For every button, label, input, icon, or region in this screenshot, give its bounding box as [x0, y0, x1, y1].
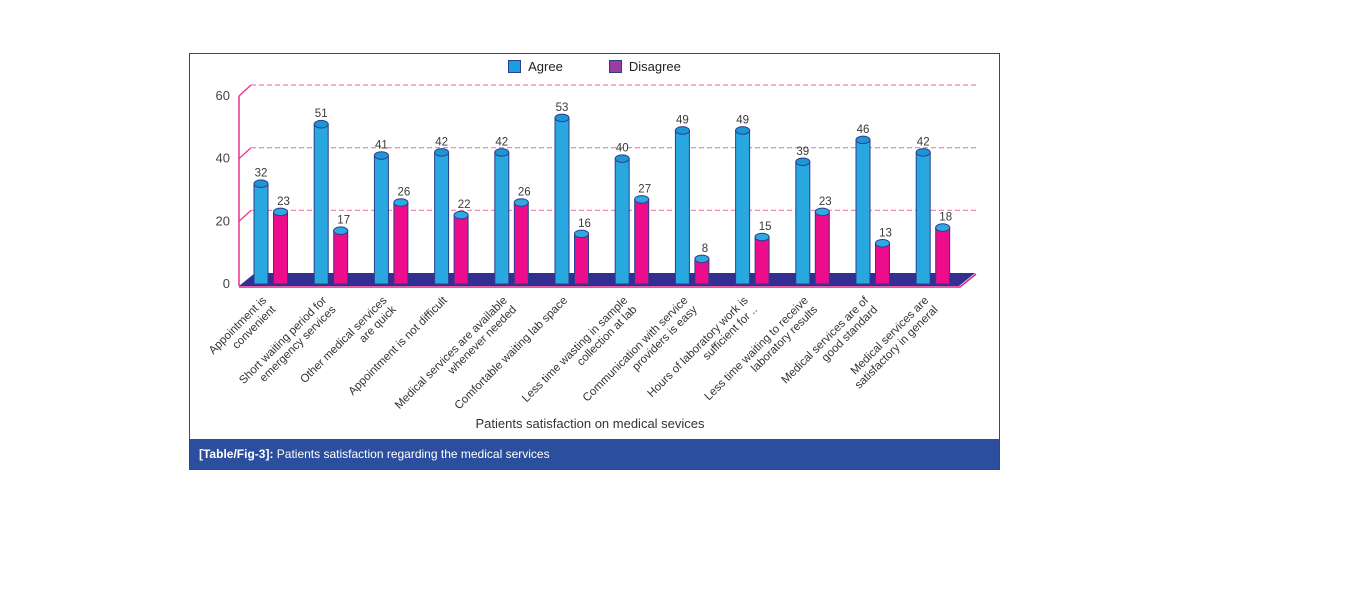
- figure-caption-tag: [Table/Fig-3]:: [199, 447, 274, 461]
- bar-value-label: 23: [819, 196, 832, 208]
- bar-top-agree-10: [855, 135, 871, 145]
- bar-top-disagree-1: [333, 226, 349, 236]
- bar-value-label: 40: [616, 143, 629, 155]
- bar-disagree-4: [513, 202, 529, 285]
- bar-value-label: 18: [939, 212, 952, 224]
- chart-legend: Agree Disagree: [190, 59, 999, 74]
- bar-top-agree-5: [554, 113, 570, 123]
- bar-value-label: 53: [556, 102, 569, 114]
- bar-top-agree-4: [494, 148, 510, 157]
- bar-top-disagree-5: [574, 229, 589, 239]
- bar-agree-11: [915, 151, 931, 285]
- bar-value-label: 27: [638, 183, 651, 195]
- gridline-corner: [238, 147, 252, 160]
- bar-top-agree-0: [253, 179, 269, 189]
- bar-disagree-10: [875, 242, 890, 285]
- bar-disagree-1: [333, 230, 349, 285]
- legend-label: Disagree: [628, 59, 681, 74]
- bar-value-label: 41: [375, 140, 388, 152]
- x-category-label: Appointment is not difficult: [346, 294, 450, 398]
- legend-swatch-icon: [608, 60, 622, 73]
- bar-top-disagree-0: [273, 207, 288, 217]
- bar-top-agree-11: [915, 148, 931, 157]
- bar-value-label: 13: [879, 227, 892, 239]
- bar-value-label: 8: [702, 243, 708, 255]
- floor-edge: [239, 273, 977, 288]
- bar-disagree-2: [393, 202, 409, 285]
- bar-top-agree-7: [674, 126, 690, 135]
- legend-item-agree: Agree: [508, 59, 563, 74]
- bar-agree-8: [735, 129, 751, 285]
- bar-value-label: 16: [578, 218, 591, 230]
- legend-swatch-icon: [508, 60, 522, 73]
- bar-value-label: 22: [458, 199, 471, 211]
- bar-value-label: 46: [857, 124, 870, 136]
- y-tick-label: 20: [216, 213, 230, 228]
- bar-disagree-0: [273, 211, 288, 285]
- bar-value-label: 49: [676, 114, 689, 126]
- bar-top-agree-9: [795, 157, 811, 167]
- bar-value-label: 42: [495, 136, 508, 148]
- bar-value-label: 49: [736, 114, 749, 126]
- bar-disagree-8: [754, 236, 770, 285]
- chart-region: Agree Disagree 0 20 40 60 32 23 Appointment isc…: [190, 54, 999, 439]
- bar-value-label: 23: [277, 196, 290, 208]
- bar-top-agree-8: [735, 126, 751, 135]
- bar-top-agree-6: [614, 154, 630, 163]
- bar-agree-9: [795, 161, 811, 285]
- bar-top-disagree-3: [453, 210, 469, 220]
- bar-top-disagree-9: [814, 207, 830, 217]
- bar-top-disagree-4: [513, 198, 529, 207]
- legend-item-disagree: Disagree: [608, 59, 681, 74]
- bar-agree-10: [855, 139, 871, 285]
- bar-value-label: 42: [435, 136, 448, 148]
- bar-agree-2: [373, 155, 389, 285]
- bar-top-disagree-10: [875, 238, 890, 248]
- bar-agree-7: [674, 129, 690, 285]
- bar-agree-1: [313, 123, 329, 285]
- y-tick-label: 0: [223, 276, 230, 291]
- y-tick-label: 60: [216, 88, 230, 103]
- bar-top-agree-3: [434, 148, 450, 157]
- bar-agree-5: [554, 117, 570, 285]
- bar-value-label: 26: [398, 187, 411, 199]
- bar-agree-3: [434, 151, 450, 285]
- bar-value-label: 39: [796, 146, 809, 158]
- bar-value-label: 42: [917, 136, 930, 148]
- bar-disagree-11: [935, 227, 951, 285]
- bar-value-label: 17: [337, 215, 350, 227]
- bar-top-disagree-2: [393, 198, 409, 207]
- bar-top-disagree-6: [634, 195, 650, 204]
- bar-value-label: 26: [518, 187, 531, 199]
- bar-top-agree-2: [373, 151, 389, 160]
- bar-value-label: 32: [255, 168, 268, 180]
- bar-top-disagree-11: [935, 223, 951, 232]
- x-category-label: Hours of laboratory work issufficient fo…: [646, 294, 761, 409]
- legend-label: Agree: [528, 59, 563, 74]
- bar-disagree-3: [453, 214, 469, 285]
- bar-top-disagree-7: [694, 254, 710, 264]
- bar-agree-0: [253, 183, 269, 285]
- bar-value-label: 15: [759, 221, 772, 233]
- gridline-corner: [238, 84, 252, 97]
- bar-top-disagree-8: [754, 232, 770, 242]
- y-tick-label: 40: [216, 151, 230, 166]
- floor-3d: [239, 273, 975, 286]
- figure-caption: [Table/Fig-3]: Patients satisfaction reg…: [190, 439, 999, 469]
- bar-disagree-6: [634, 198, 650, 285]
- bar-disagree-9: [814, 211, 830, 285]
- bar-disagree-5: [574, 233, 589, 285]
- x-axis-title: Patients satisfaction on medical sevices: [475, 416, 705, 431]
- bar-agree-6: [614, 158, 630, 285]
- gridline-corner: [238, 209, 252, 222]
- bar-top-agree-1: [313, 119, 329, 129]
- bar-value-label: 51: [315, 108, 328, 120]
- bar-agree-4: [494, 151, 510, 285]
- table-fig-3-figure: Agree Disagree 0 20 40 60 32 23 Appointment isc…: [189, 53, 1000, 470]
- figure-caption-text: Patients satisfaction regarding the medi…: [273, 447, 550, 461]
